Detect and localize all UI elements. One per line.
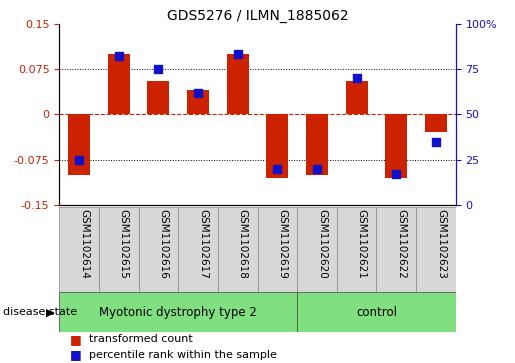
Point (392, 171, 401, 177)
Bar (258, 207, 297, 292)
Text: GSM1102621: GSM1102621 (356, 209, 367, 280)
Bar (297, 207, 337, 292)
Bar (337, 207, 376, 292)
Bar (385, 114, 407, 178)
Text: control: control (356, 306, 397, 319)
Point (114, 53, 123, 59)
Bar (376, 207, 416, 292)
Text: percentile rank within the sample: percentile rank within the sample (89, 350, 277, 360)
Point (233, 52, 242, 57)
Point (194, 90, 202, 95)
Bar (416, 207, 456, 292)
Point (75, 157, 83, 163)
Bar (147, 81, 169, 114)
Bar (227, 54, 249, 114)
Text: GSM1102614: GSM1102614 (79, 209, 89, 280)
Text: GSM1102619: GSM1102619 (277, 209, 287, 280)
Text: ■: ■ (70, 348, 85, 362)
Bar (178, 207, 218, 292)
Bar (306, 114, 328, 175)
Bar (59, 292, 297, 332)
Bar (108, 54, 130, 114)
Point (273, 166, 281, 172)
Text: GDS5276 / ILMN_1885062: GDS5276 / ILMN_1885062 (167, 9, 348, 23)
Text: disease state: disease state (3, 307, 77, 317)
Text: GSM1102616: GSM1102616 (159, 209, 168, 280)
Text: GSM1102622: GSM1102622 (397, 209, 406, 280)
Text: ■: ■ (70, 333, 85, 346)
Bar (59, 207, 99, 292)
Text: GSM1102615: GSM1102615 (118, 209, 129, 280)
Bar (266, 114, 288, 178)
Bar (139, 207, 178, 292)
Bar (99, 207, 139, 292)
Bar (218, 207, 258, 292)
Bar (297, 292, 456, 332)
Text: GSM1102620: GSM1102620 (317, 209, 327, 279)
Bar (68, 114, 90, 175)
Text: GSM1102623: GSM1102623 (436, 209, 446, 280)
Point (432, 139, 440, 144)
Bar (187, 90, 209, 114)
Text: ▶: ▶ (46, 307, 55, 317)
Text: GSM1102617: GSM1102617 (198, 209, 208, 280)
Bar (425, 114, 447, 132)
Point (154, 66, 162, 72)
Bar (346, 81, 368, 114)
Point (313, 166, 321, 172)
Point (352, 75, 360, 81)
Text: transformed count: transformed count (89, 334, 193, 344)
Text: GSM1102618: GSM1102618 (238, 209, 248, 280)
Text: Myotonic dystrophy type 2: Myotonic dystrophy type 2 (99, 306, 257, 319)
